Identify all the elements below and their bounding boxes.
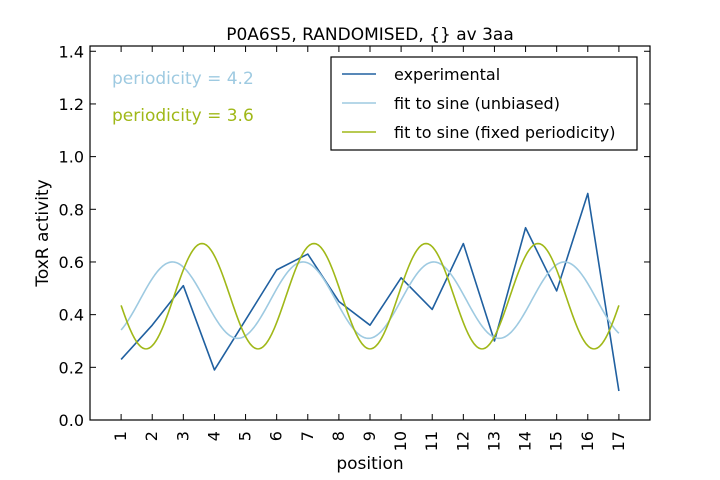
legend-label-fixed: fit to sine (fixed periodicity) bbox=[394, 123, 615, 142]
y-tick-label: 0.6 bbox=[59, 253, 84, 272]
y-tick-label: 1.2 bbox=[59, 95, 84, 114]
x-tick-label: 3 bbox=[173, 431, 192, 441]
chart-title: P0A6S5, RANDOMISED, {} av 3aa bbox=[226, 25, 514, 45]
x-tick-label: 15 bbox=[547, 431, 566, 451]
x-tick-label: 6 bbox=[267, 431, 286, 441]
y-axis-label: ToxR activity bbox=[33, 179, 53, 287]
x-axis-label: position bbox=[336, 454, 403, 474]
x-tick-label: 11 bbox=[422, 431, 441, 451]
legend-label-unbiased: fit to sine (unbiased) bbox=[394, 94, 560, 113]
x-tick-label: 17 bbox=[609, 431, 628, 451]
y-tick-label: 0.2 bbox=[59, 358, 84, 377]
series-line-1 bbox=[120, 261, 620, 340]
annotation-periodicity-unbiased: periodicity = 4.2 bbox=[112, 69, 254, 89]
x-tick-label: 16 bbox=[578, 431, 597, 451]
x-tick-label: 9 bbox=[360, 431, 379, 441]
legend-box bbox=[330, 56, 638, 151]
x-tick-label: 13 bbox=[484, 431, 503, 451]
y-tick-label: 0.8 bbox=[59, 200, 84, 219]
y-tick-label: 1.4 bbox=[59, 42, 84, 61]
x-axis: 1 2 3 4 5 6 7 8 9 10 11 12 13 14 15 16 17 bbox=[111, 46, 628, 451]
series-line-0 bbox=[120, 192, 620, 392]
x-tick-label: 14 bbox=[516, 431, 535, 451]
x-tick-label: 5 bbox=[236, 431, 255, 441]
x-tick-label: 2 bbox=[142, 431, 161, 441]
legend-label-experimental: experimental bbox=[394, 65, 500, 84]
x-tick-label: 12 bbox=[453, 431, 472, 451]
y-tick-label: 0.0 bbox=[59, 411, 84, 430]
annotation-periodicity-fixed: periodicity = 3.6 bbox=[112, 106, 254, 126]
plot-frame bbox=[89, 45, 651, 421]
x-tick-label: 4 bbox=[204, 431, 223, 441]
y-axis: 0.0 0.2 0.4 0.6 0.8 1.0 1.2 1.4 bbox=[59, 42, 650, 430]
y-tick-label: 0.4 bbox=[59, 306, 84, 325]
series-line-2 bbox=[120, 242, 620, 350]
x-tick-label: 8 bbox=[329, 431, 348, 441]
x-tick-label: 10 bbox=[391, 431, 410, 451]
legend: experimental fit to sine (unbiased) fit … bbox=[330, 56, 638, 151]
x-tick-label: 1 bbox=[111, 431, 130, 441]
y-tick-label: 1.0 bbox=[59, 148, 84, 167]
plot-area bbox=[120, 192, 620, 392]
x-tick-label: 7 bbox=[298, 431, 317, 441]
